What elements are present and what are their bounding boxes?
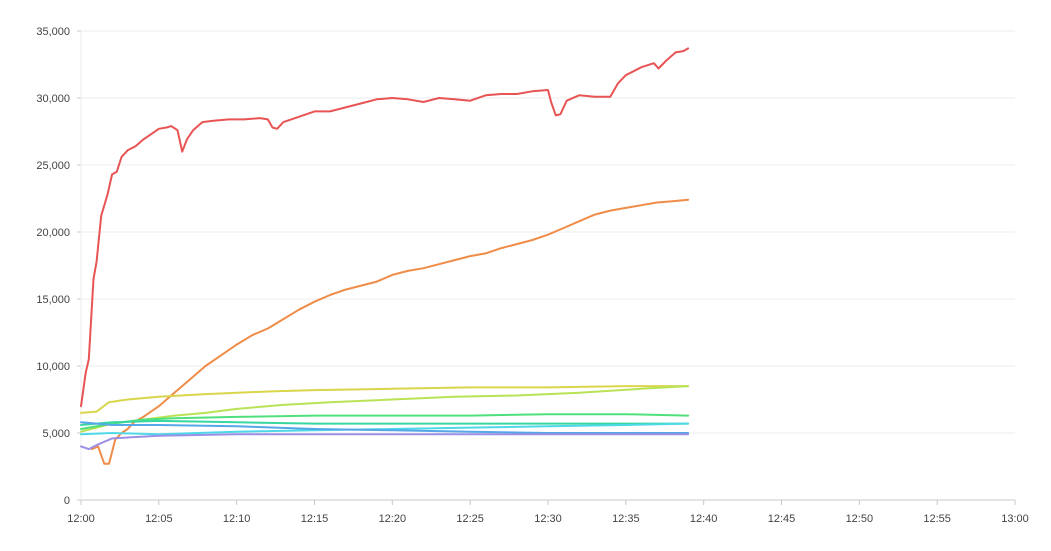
y-axis-ticks: 0 5,000 10,000 15,000 20,000 25,000 30,000 35,0… <box>36 26 70 507</box>
series-lines <box>80 47 690 465</box>
y-tick-label: 25,000 <box>36 160 70 172</box>
series-line-9 <box>80 433 690 451</box>
y-tick-label: 30,000 <box>36 93 70 105</box>
x-tick-label: 12:30 <box>534 513 562 525</box>
x-tick-label: 12:50 <box>846 513 874 525</box>
y-tick-label: 0 <box>64 495 70 507</box>
x-tick-label: 12:55 <box>923 513 951 525</box>
x-tick-label: 12:20 <box>379 513 407 525</box>
y-tick-label: 5,000 <box>42 428 70 440</box>
x-tick-label: 12:15 <box>301 513 329 525</box>
y-tick-label: 35,000 <box>36 26 70 38</box>
series-line-3 <box>80 385 690 414</box>
series-line-1 <box>80 47 690 408</box>
x-tick-label: 12:35 <box>612 513 640 525</box>
x-tick-label: 12:40 <box>690 513 718 525</box>
x-axis-ticks: 12:00 12:05 12:10 12:15 12:20 12:25 12:30 12:35… <box>67 513 1029 525</box>
y-tick-label: 20,000 <box>36 227 70 239</box>
x-tick-label: 12:45 <box>768 513 796 525</box>
y-tick-label: 15,000 <box>36 294 70 306</box>
series-line-6 <box>80 419 690 426</box>
x-tick-label: 12:25 <box>456 513 484 525</box>
series-line-8 <box>80 421 690 434</box>
grid-lines <box>81 30 1015 434</box>
x-tick-label: 12:05 <box>145 513 173 525</box>
y-tick-label: 10,000 <box>36 361 70 373</box>
x-tick-label: 12:00 <box>67 513 95 525</box>
x-tick-label: 13:00 <box>1001 513 1029 525</box>
x-tick-label: 12:10 <box>223 513 251 525</box>
